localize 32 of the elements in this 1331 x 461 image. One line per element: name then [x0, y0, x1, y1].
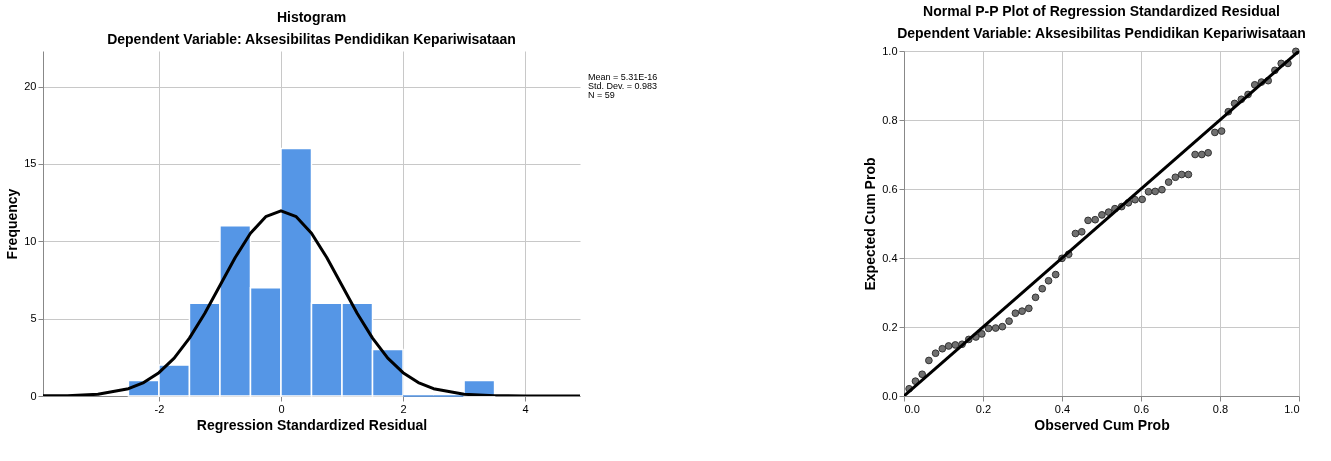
y-tick-label: 15: [24, 157, 37, 170]
x-tick-label: 0.4: [1054, 402, 1071, 415]
y-tick-label: 5: [30, 312, 37, 325]
x-tick-label: 4: [522, 402, 529, 415]
x-tick-label: -2: [154, 402, 165, 415]
y-tick-label: 1.0: [882, 44, 898, 57]
chart-subtitle: Dependent Variable: Aksesibilitas Pendidikan Kepariwisataan: [897, 25, 1306, 41]
y-tick-label: 0.4: [882, 251, 898, 264]
x-tick-label: 0.8: [1212, 402, 1229, 415]
y-tick-label: 0: [30, 389, 37, 402]
chart-title: Histogram: [276, 9, 347, 25]
x-axis-title: Regression Standardized Residual: [196, 416, 428, 433]
y-tick-label: 10: [24, 234, 37, 247]
y-tick-label: 20: [24, 80, 37, 93]
chart-subtitle: Dependent Variable: Aksesibilitas Pendidikan Kepariwisataan: [107, 31, 516, 47]
y-tick-label: 0.6: [882, 182, 898, 195]
x-axis-title: Observed Cum Prob: [1034, 416, 1170, 433]
x-tick-label: 1.0: [1284, 402, 1300, 415]
y-axis-title: Frequency: [4, 188, 21, 260]
text: Mean = 5.31E-16: [588, 72, 658, 82]
y-tick-label: 0.2: [882, 320, 898, 333]
chart-title: Normal P-P Plot of Regression Standardized Residual: [923, 3, 1280, 19]
x-tick-label: 0.0: [904, 402, 920, 415]
y-tick-label: 0.8: [882, 113, 898, 126]
y-axis-title: Expected Cum Prob: [862, 157, 879, 291]
x-tick-label: 0.6: [1133, 402, 1150, 415]
x-tick-label: 2: [400, 402, 407, 415]
x-tick-label: 0: [278, 402, 285, 415]
text: N = 59: [588, 90, 615, 100]
text: Std. Dev. = 0.983: [588, 81, 658, 91]
x-tick-label: 0.2: [975, 402, 992, 415]
y-tick-label: 0.0: [882, 389, 898, 402]
